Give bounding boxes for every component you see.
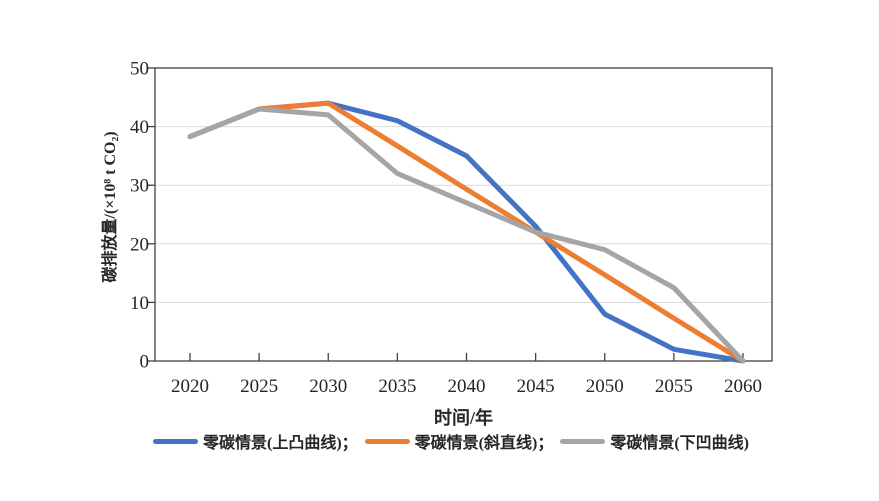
x-tick-label: 2025 xyxy=(240,376,278,397)
legend-label-linear: 零碳情景(斜直线)； xyxy=(414,435,554,452)
x-tick-label: 2020 xyxy=(171,376,209,397)
x-tick-label: 2050 xyxy=(586,376,624,397)
legend-swatch-concave xyxy=(560,438,606,444)
legend-item-linear: 零碳情景(斜直线)； xyxy=(364,429,554,453)
plot-frame xyxy=(154,67,773,362)
x-tick-label: 2040 xyxy=(448,376,486,397)
x-tick-label: 2055 xyxy=(655,376,693,397)
series-line-concave xyxy=(187,106,746,364)
legend-swatch-linear xyxy=(364,438,410,444)
x-axis-title: 时间/年 xyxy=(433,408,493,428)
y-tick-label: 40 xyxy=(130,117,149,138)
series-line-convex xyxy=(187,100,746,364)
y-tick-label: 0 xyxy=(140,352,150,373)
legend-label-convex: 零碳情景(上凸曲线)； xyxy=(203,435,358,452)
legend-item-convex: 零碳情景(上凸曲线)； xyxy=(153,429,358,453)
series-line-linear xyxy=(187,100,746,364)
legend-label-concave: 零碳情景(下凹曲线) xyxy=(610,435,750,452)
y-tick-label: 50 xyxy=(130,59,149,80)
legend-swatch-convex xyxy=(153,438,198,444)
y-tick-label: 10 xyxy=(130,293,149,314)
x-tick-label: 2030 xyxy=(309,376,347,397)
x-tick-label: 2060 xyxy=(724,376,762,397)
legend: 零碳情景(上凸曲线)； 零碳情景(斜直线)； 零碳情景(下凹曲线) xyxy=(153,429,756,453)
y-tick-label: 30 xyxy=(130,176,149,197)
y-tick-label: 20 xyxy=(130,234,149,255)
x-tick-label: 2035 xyxy=(378,376,416,397)
x-tick-label: 2045 xyxy=(517,376,555,397)
y-axis-title: 碳排放量/(×10⁸ t CO₂) xyxy=(102,131,119,283)
legend-item-concave: 零碳情景(下凹曲线) xyxy=(560,429,749,453)
